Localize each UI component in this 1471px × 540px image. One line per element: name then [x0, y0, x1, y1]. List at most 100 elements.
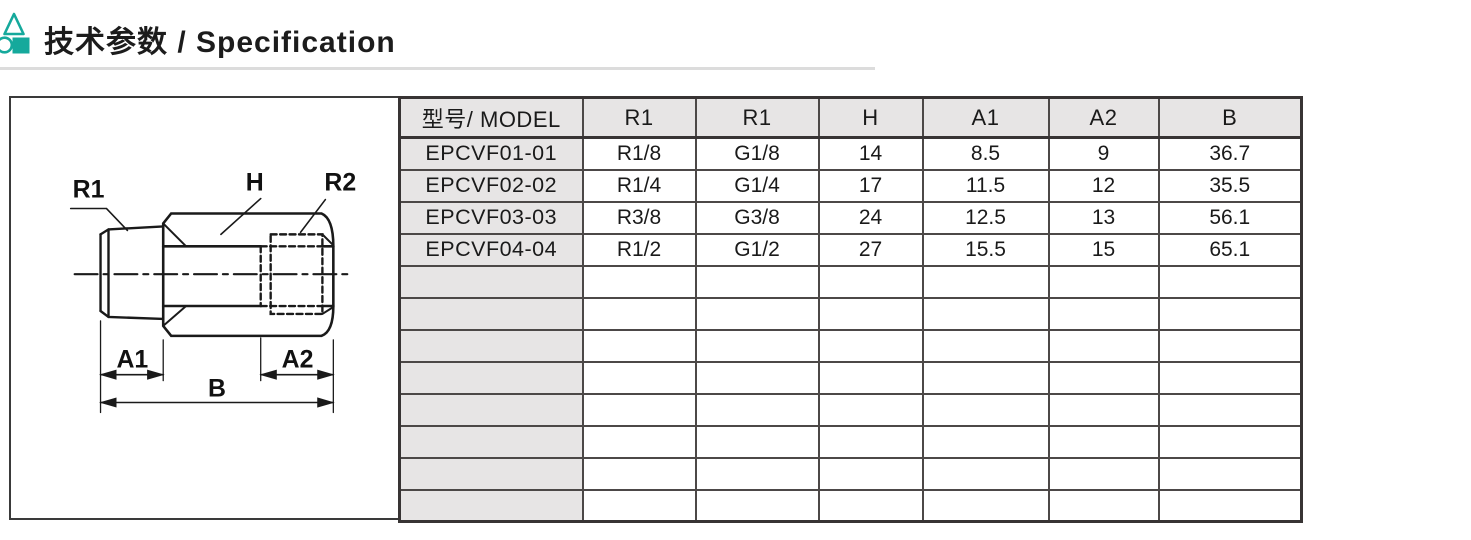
empty-cell [921, 424, 1050, 459]
empty-cell [694, 328, 820, 363]
empty-cell [398, 456, 584, 491]
empty-cell [1157, 456, 1303, 491]
empty-cell [581, 424, 697, 459]
empty-cell [1047, 488, 1160, 523]
value-cell: 15 [1047, 232, 1160, 267]
value-cell: R1/8 [581, 136, 697, 171]
empty-table-row [398, 296, 1303, 331]
col-header-a1: A1 [921, 96, 1050, 139]
model-cell: EPCVF03-03 [398, 200, 584, 235]
col-header-h: H [817, 96, 924, 139]
hex-body-outline [161, 212, 335, 338]
empty-cell [1157, 264, 1303, 299]
empty-cell [398, 296, 584, 331]
empty-cell [1047, 424, 1160, 459]
empty-cell [817, 328, 924, 363]
value-cell: R3/8 [581, 200, 697, 235]
label-b: B [208, 375, 226, 403]
empty-cell [817, 296, 924, 331]
empty-cell [694, 392, 820, 427]
value-cell: 9 [1047, 136, 1160, 171]
label-a2: A2 [282, 346, 314, 374]
value-cell: 13 [1047, 200, 1160, 235]
empty-table-row [398, 424, 1303, 459]
label-a1: A1 [116, 346, 148, 374]
empty-cell [398, 392, 584, 427]
section-header: 技术参数 / Specification [0, 0, 1471, 70]
value-cell: 12.5 [921, 200, 1050, 235]
col-header-g1: R1 [694, 96, 820, 139]
empty-cell [1047, 264, 1160, 299]
empty-cell [694, 296, 820, 331]
empty-cell [817, 360, 924, 395]
table-row: EPCVF02-02 R1/4 G1/4 17 11.5 12 35.5 [398, 168, 1303, 203]
dimension-lines [99, 369, 335, 408]
empty-cell [581, 264, 697, 299]
model-cell: EPCVF02-02 [398, 168, 584, 203]
value-cell: 12 [1047, 168, 1160, 203]
empty-cell [817, 264, 924, 299]
value-cell: 56.1 [1157, 200, 1303, 235]
col-header-model: 型号/ MODEL [398, 96, 584, 139]
empty-cell [921, 328, 1050, 363]
empty-table-row [398, 456, 1303, 491]
empty-cell [921, 264, 1050, 299]
empty-table-row [398, 264, 1303, 299]
empty-cell [398, 328, 584, 363]
empty-cell [921, 488, 1050, 523]
empty-table-row [398, 328, 1303, 363]
leader-lines [69, 197, 327, 236]
table-row: EPCVF03-03 R3/8 G3/8 24 12.5 13 56.1 [398, 200, 1303, 235]
model-cell: EPCVF01-01 [398, 136, 584, 171]
empty-cell [694, 360, 820, 395]
value-cell: 36.7 [1157, 136, 1303, 171]
empty-cell [398, 264, 584, 299]
value-cell: 15.5 [921, 232, 1050, 267]
value-cell: G1/2 [694, 232, 820, 267]
value-cell: 14 [817, 136, 924, 171]
empty-cell [1157, 392, 1303, 427]
empty-cell [1157, 424, 1303, 459]
empty-cell [1047, 328, 1160, 363]
label-h: H [246, 169, 264, 197]
empty-cell [581, 296, 697, 331]
fitting-diagram-panel: R1 H R2 A1 A2 B [9, 96, 400, 520]
empty-table-row [398, 360, 1303, 395]
empty-cell [581, 488, 697, 523]
spec-table-wrap: 型号/ MODEL R1 R1 H A1 A2 B EPCVF01-01 R1/… [398, 96, 1303, 523]
col-header-r1: R1 [581, 96, 697, 139]
spec-table-body: EPCVF01-01 R1/8 G1/8 14 8.5 9 36.7 EPCVF… [398, 136, 1303, 523]
male-thread-outline [99, 225, 165, 321]
spec-table: 型号/ MODEL R1 R1 H A1 A2 B EPCVF01-01 R1/… [398, 96, 1303, 523]
female-thread-hidden-lines [259, 233, 324, 316]
empty-cell [921, 360, 1050, 395]
value-cell: G3/8 [694, 200, 820, 235]
value-cell: 17 [817, 168, 924, 203]
empty-cell [398, 360, 584, 395]
empty-cell [694, 424, 820, 459]
empty-cell [694, 264, 820, 299]
empty-cell [1157, 296, 1303, 331]
value-cell: 35.5 [1157, 168, 1303, 203]
spec-table-header-row: 型号/ MODEL R1 R1 H A1 A2 B [398, 96, 1303, 139]
empty-cell [817, 392, 924, 427]
table-row: EPCVF04-04 R1/2 G1/2 27 15.5 15 65.1 [398, 232, 1303, 267]
empty-cell [694, 488, 820, 523]
empty-cell [817, 488, 924, 523]
empty-cell [1157, 360, 1303, 395]
col-header-b: B [1157, 96, 1303, 139]
empty-cell [1047, 456, 1160, 491]
page-title: 技术参数 / Specification [44, 26, 396, 59]
empty-cell [921, 456, 1050, 491]
empty-cell [398, 424, 584, 459]
empty-cell [817, 456, 924, 491]
empty-cell [1047, 360, 1160, 395]
value-cell: 8.5 [921, 136, 1050, 171]
empty-cell [581, 392, 697, 427]
table-row: EPCVF01-01 R1/8 G1/8 14 8.5 9 36.7 [398, 136, 1303, 171]
value-cell: G1/4 [694, 168, 820, 203]
empty-cell [694, 456, 820, 491]
title-separator-line [0, 67, 875, 70]
empty-cell [581, 328, 697, 363]
